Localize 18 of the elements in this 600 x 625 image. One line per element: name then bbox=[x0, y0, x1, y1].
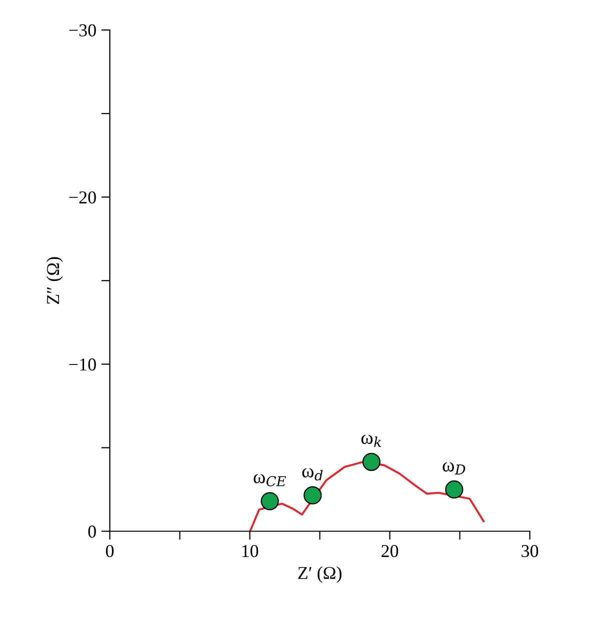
x-axis-title: Z′ (Ω) bbox=[298, 566, 342, 583]
y-axis-title: Z″ (Ω) bbox=[46, 257, 63, 304]
point bbox=[445, 480, 464, 499]
annotation: ω$_{D}$ bbox=[442, 462, 466, 474]
point bbox=[362, 452, 381, 471]
annotation: ω$_{CE}$ bbox=[254, 474, 286, 486]
y-tick-label: −20 bbox=[69, 191, 96, 204]
y-tick-label: −30 bbox=[69, 24, 96, 36]
x-tick-label: 20 bbox=[382, 544, 398, 558]
y-tick-label: 0 bbox=[88, 526, 96, 538]
x-tick-label: 0 bbox=[106, 544, 114, 558]
x-tick-label: 30 bbox=[522, 544, 538, 558]
annotation: ω$_{d}$ bbox=[302, 468, 323, 480]
point bbox=[260, 492, 279, 510]
annotation: ω$_{k}$ bbox=[361, 434, 382, 447]
y-tick-label: −10 bbox=[69, 358, 96, 371]
x-tick-label: 10 bbox=[242, 544, 258, 558]
point bbox=[304, 486, 322, 504]
